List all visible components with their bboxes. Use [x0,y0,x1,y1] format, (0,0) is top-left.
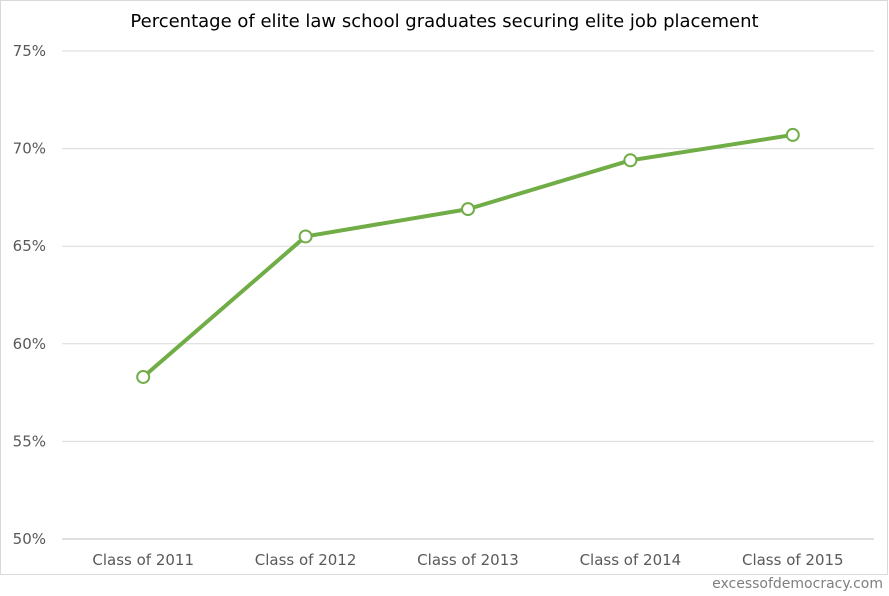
x-axis-category-labels: Class of 2011 Class of 2012 Class of 2013 C… [92,551,843,569]
data-point-marker[interactable] [623,153,638,168]
y-tick-label: 65% [13,237,46,255]
x-category-label: Class of 2015 [742,551,844,569]
x-category-label: Class of 2013 [417,551,519,569]
data-point-marker[interactable] [136,369,151,384]
chart-title: Percentage of elite law school graduates… [130,11,759,32]
y-tick-label: 60% [13,335,46,353]
y-tick-label: 75% [13,42,46,60]
data-series [136,127,800,384]
y-tick-label: 50% [13,530,46,548]
data-point-marker[interactable] [785,127,800,142]
x-category-label: Class of 2014 [580,551,682,569]
x-category-label: Class of 2012 [255,551,357,569]
source-watermark: excessofdemocracy.com [712,576,883,592]
x-category-label: Class of 2011 [92,551,194,569]
series-line [141,132,795,379]
data-point-marker[interactable] [298,229,313,244]
y-tick-label: 70% [13,140,46,158]
data-point-marker[interactable] [461,202,475,217]
gridlines [62,50,874,540]
chart-frame [0,0,888,575]
y-axis-tick-labels: 50% 55% 60% 65% 70% 75% [13,42,46,548]
y-tick-label: 55% [13,432,46,450]
